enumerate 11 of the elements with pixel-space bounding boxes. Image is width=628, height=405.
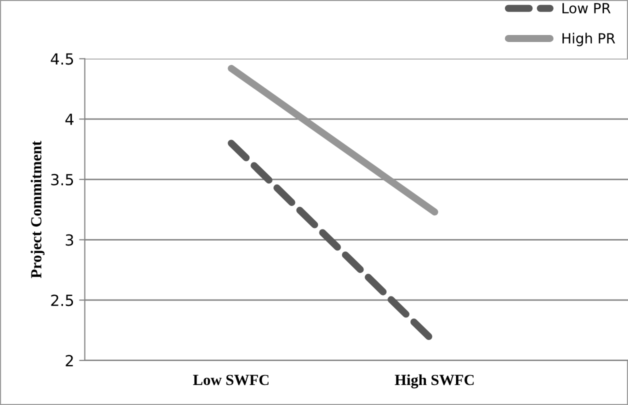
y-tick-label: 4.5	[50, 53, 74, 65]
y-tick-label: 3	[66, 234, 74, 246]
y-tick-label: 4	[65, 114, 74, 125]
y-tick-label: 2.5	[51, 294, 74, 306]
x-tick-label: High SWFC	[394, 374, 474, 388]
legend-label: Low PR	[562, 3, 611, 14]
y-tick-label: 3.5	[51, 174, 74, 186]
legend-label: High PR	[562, 32, 616, 46]
y-tick-label: 2	[66, 354, 73, 366]
y-axis-title: Project Commitment	[30, 140, 45, 278]
x-tick-label: Low SWFC	[193, 374, 269, 386]
